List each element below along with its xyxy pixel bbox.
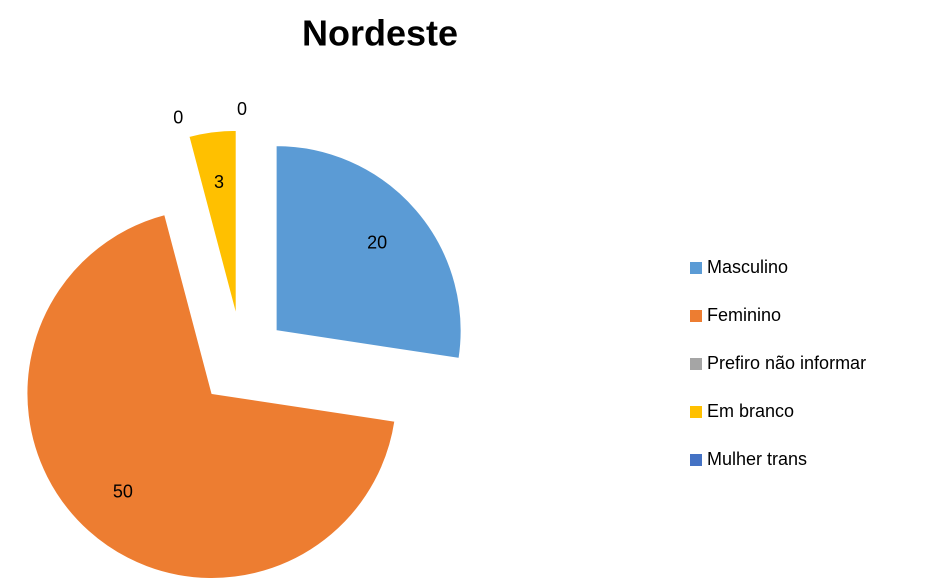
pie-slice <box>275 145 462 359</box>
legend-label: Feminino <box>707 305 781 325</box>
chart-title: Nordeste <box>302 13 458 54</box>
legend-swatch <box>690 406 702 418</box>
data-label: 20 <box>367 233 387 253</box>
data-label: 0 <box>173 107 183 127</box>
pie-slice <box>188 129 237 316</box>
legend-swatch <box>690 262 702 274</box>
legend-swatch <box>690 310 702 322</box>
data-label: 50 <box>113 481 133 501</box>
legend-label: Prefiro não informar <box>707 353 866 373</box>
data-label: 0 <box>237 99 247 119</box>
legend-label: Em branco <box>707 401 794 421</box>
pie-slice <box>26 214 396 579</box>
data-label: 3 <box>214 172 224 192</box>
legend-swatch <box>690 454 702 466</box>
legend-swatch <box>690 358 702 370</box>
legend-label: Mulher trans <box>707 449 807 469</box>
legend-label: Masculino <box>707 257 788 277</box>
